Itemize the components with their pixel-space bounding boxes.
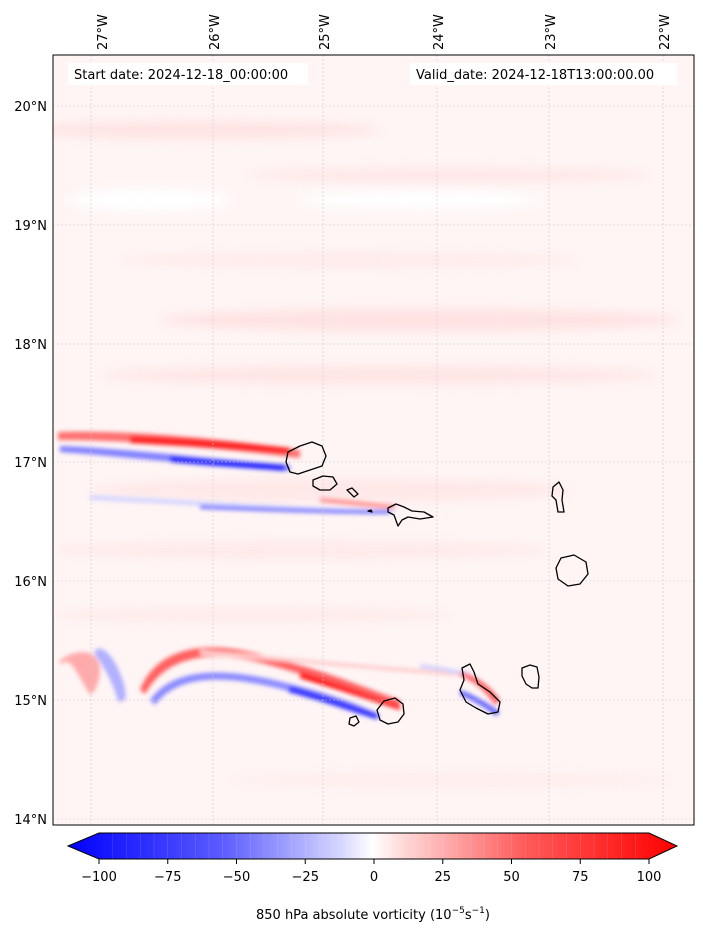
boa-vista-island [555,554,589,587]
colorbar-gradient [68,833,677,859]
lat-label: 17°N [14,456,47,471]
fogo-island [376,697,405,725]
lon-label: 26°W [208,14,223,50]
colorbar-tick-label: 100 [637,870,662,885]
sao-nicolau-island [387,503,434,527]
sal-island [551,481,565,513]
maio-island [521,664,540,689]
colorbar: −100 −75 −50 −25 0 25 50 75 100 850 hPa … [66,832,679,923]
lat-label: 16°N [14,575,47,590]
info-banner: Start date: 2024-12-18_00:00:00 Valid_da… [68,63,677,85]
lat-label: 19°N [14,219,47,234]
lon-label: 22°W [658,14,673,50]
longitude-labels: 27°W 26°W 25°W 24°W 23°W 22°W [96,14,673,50]
coastlines [285,441,589,727]
latitude-labels: 20°N 19°N 18°N 17°N 16°N 15°N 14°N [14,100,47,828]
colorbar-tick-label: −100 [81,870,117,885]
colorbar-tick-labels: −100 −75 −50 −25 0 25 50 75 100 [81,870,661,885]
colorbar-tick-label: −75 [154,870,181,885]
lon-label: 27°W [96,14,111,50]
graticule [53,55,694,825]
colorbar-label: 850 hPa absolute vorticity (10−5s−1) [256,906,490,923]
valid-date-label: Valid_date: 2024-12-18T13:00:00.00 [416,68,654,83]
colorbar-bands [112,833,636,859]
colorbar-tick-label: 0 [370,870,378,885]
sao-vicente-island [312,475,338,491]
colorbar-tick-label: −50 [223,870,250,885]
colorbar-tick-label: 25 [434,870,451,885]
lon-label: 25°W [318,14,333,50]
raso-island [367,509,373,513]
santa-luzia-island [346,487,359,498]
map-frame [52,54,695,826]
santiago-island [459,663,501,715]
colorbar-tick-label: −25 [292,870,319,885]
lon-label: 23°W [544,14,559,50]
santo-antao-island [285,441,327,475]
brava-island [348,715,360,727]
start-date-label: Start date: 2024-12-18_00:00:00 [74,68,288,83]
vorticity-field [53,120,680,788]
colorbar-tick-label: 75 [572,870,589,885]
lat-label: 15°N [14,694,47,709]
map-panel: Start date: 2024-12-18_00:00:00 Valid_da… [14,14,695,828]
lat-label: 20°N [14,100,47,115]
lat-label: 18°N [14,338,47,353]
colorbar-ticks [98,859,650,864]
colorbar-tick-label: 50 [503,870,520,885]
lat-label: 14°N [14,813,47,828]
lon-label: 24°W [432,14,447,50]
